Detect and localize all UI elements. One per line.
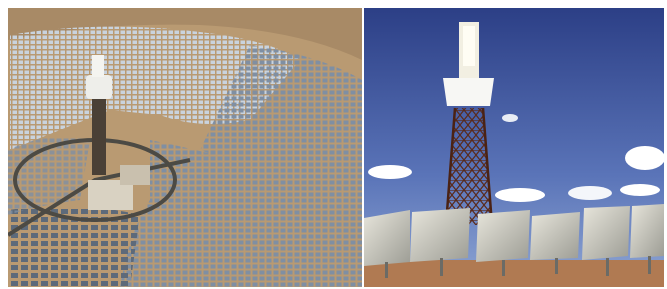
- heliostat-post: [385, 262, 388, 278]
- receiver: [86, 75, 112, 99]
- heliostat: [476, 210, 530, 262]
- cloud: [368, 165, 412, 179]
- heliostat-post: [555, 258, 558, 274]
- page: {}: [0, 0, 667, 289]
- heliostat: [530, 212, 580, 260]
- heliostat-post: [440, 258, 443, 276]
- ground-photo: [364, 8, 665, 287]
- receiver-top: [92, 55, 104, 77]
- receiver-glow: [463, 26, 475, 66]
- heliostat: [630, 204, 664, 258]
- aerial-photo: [8, 8, 362, 287]
- heliostat: [364, 210, 410, 266]
- cloud: [502, 114, 518, 122]
- heliostat-post: [502, 260, 505, 276]
- heliostat-post: [648, 256, 651, 274]
- heliostat: [410, 208, 470, 262]
- heliostat: [582, 206, 630, 260]
- building: [120, 165, 150, 185]
- cloud: [625, 146, 665, 170]
- cloud: [495, 188, 545, 202]
- photo-pair: [0, 0, 667, 289]
- tower-shaft: [92, 95, 106, 175]
- ground: [364, 260, 664, 287]
- heliostat-post: [606, 258, 609, 276]
- cloud: [620, 184, 660, 196]
- receiver: [443, 78, 494, 106]
- cloud: [568, 186, 612, 200]
